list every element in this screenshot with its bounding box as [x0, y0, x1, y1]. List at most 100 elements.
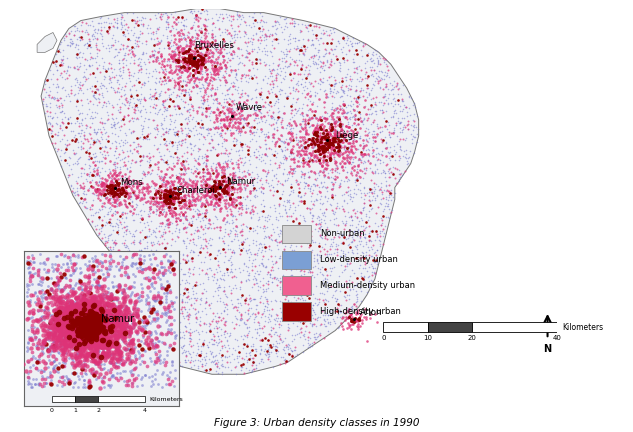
- Point: [360, 224, 370, 231]
- Point: [41, 359, 51, 366]
- Point: [75, 264, 85, 271]
- Point: [97, 321, 108, 327]
- Point: [84, 308, 94, 314]
- Point: [85, 314, 95, 321]
- Point: [217, 134, 227, 141]
- Point: [284, 237, 294, 244]
- Point: [78, 323, 88, 330]
- Point: [210, 64, 220, 71]
- Point: [32, 317, 42, 324]
- Point: [120, 200, 130, 207]
- Point: [68, 161, 78, 168]
- Point: [128, 322, 139, 329]
- Point: [167, 377, 177, 384]
- Point: [82, 288, 92, 295]
- Point: [120, 330, 130, 337]
- Point: [139, 154, 149, 161]
- Point: [239, 28, 249, 35]
- Point: [150, 341, 160, 348]
- Point: [238, 267, 248, 273]
- Point: [220, 122, 230, 129]
- Point: [122, 284, 132, 291]
- Point: [112, 355, 122, 362]
- Point: [45, 100, 55, 107]
- Point: [103, 313, 113, 320]
- Point: [350, 116, 360, 123]
- Point: [208, 359, 218, 365]
- Point: [226, 32, 236, 39]
- Point: [200, 271, 210, 278]
- Point: [201, 39, 211, 46]
- Point: [141, 109, 151, 116]
- Point: [220, 159, 230, 166]
- Point: [110, 254, 120, 261]
- Point: [119, 337, 129, 343]
- Point: [273, 245, 283, 252]
- Point: [52, 76, 62, 83]
- Point: [97, 259, 108, 266]
- Point: [110, 311, 120, 318]
- Point: [310, 107, 320, 114]
- Point: [350, 210, 360, 217]
- Point: [218, 330, 229, 337]
- Point: [84, 171, 94, 178]
- Point: [311, 64, 322, 71]
- Point: [123, 273, 133, 280]
- Point: [178, 256, 188, 263]
- Point: [363, 106, 373, 113]
- Point: [104, 191, 115, 198]
- Point: [63, 266, 73, 273]
- Point: [78, 314, 89, 321]
- Point: [338, 149, 348, 156]
- Point: [77, 330, 87, 337]
- Point: [184, 185, 194, 192]
- Point: [147, 280, 157, 287]
- Point: [205, 256, 215, 263]
- Point: [197, 61, 208, 68]
- Point: [99, 327, 109, 334]
- Point: [135, 292, 145, 299]
- Point: [113, 305, 123, 311]
- Point: [123, 111, 133, 118]
- Point: [85, 143, 95, 150]
- Point: [161, 25, 172, 32]
- Point: [192, 316, 203, 323]
- Point: [203, 224, 213, 231]
- Point: [55, 332, 65, 339]
- Point: [313, 220, 323, 227]
- Point: [298, 116, 308, 123]
- Point: [303, 141, 313, 148]
- Point: [131, 33, 141, 40]
- Point: [373, 124, 384, 131]
- Point: [326, 186, 336, 193]
- Point: [330, 205, 341, 212]
- Point: [109, 349, 119, 356]
- Point: [156, 189, 166, 196]
- Point: [181, 43, 191, 50]
- Point: [261, 145, 271, 152]
- Point: [39, 314, 49, 321]
- Point: [67, 305, 77, 312]
- Point: [70, 317, 80, 324]
- Point: [208, 206, 218, 213]
- Point: [323, 113, 334, 120]
- Point: [90, 325, 100, 332]
- Point: [306, 37, 316, 44]
- Point: [78, 334, 88, 340]
- Point: [251, 137, 261, 144]
- Point: [115, 143, 125, 149]
- Point: [307, 156, 317, 163]
- Point: [290, 204, 300, 211]
- Point: [341, 147, 351, 154]
- Point: [126, 312, 136, 319]
- Point: [103, 293, 113, 300]
- Point: [234, 200, 244, 206]
- Point: [211, 174, 221, 181]
- Point: [149, 229, 160, 235]
- Point: [230, 83, 240, 90]
- Point: [189, 79, 199, 86]
- Point: [358, 86, 368, 93]
- Point: [338, 86, 348, 93]
- Point: [240, 19, 250, 25]
- Point: [76, 301, 86, 308]
